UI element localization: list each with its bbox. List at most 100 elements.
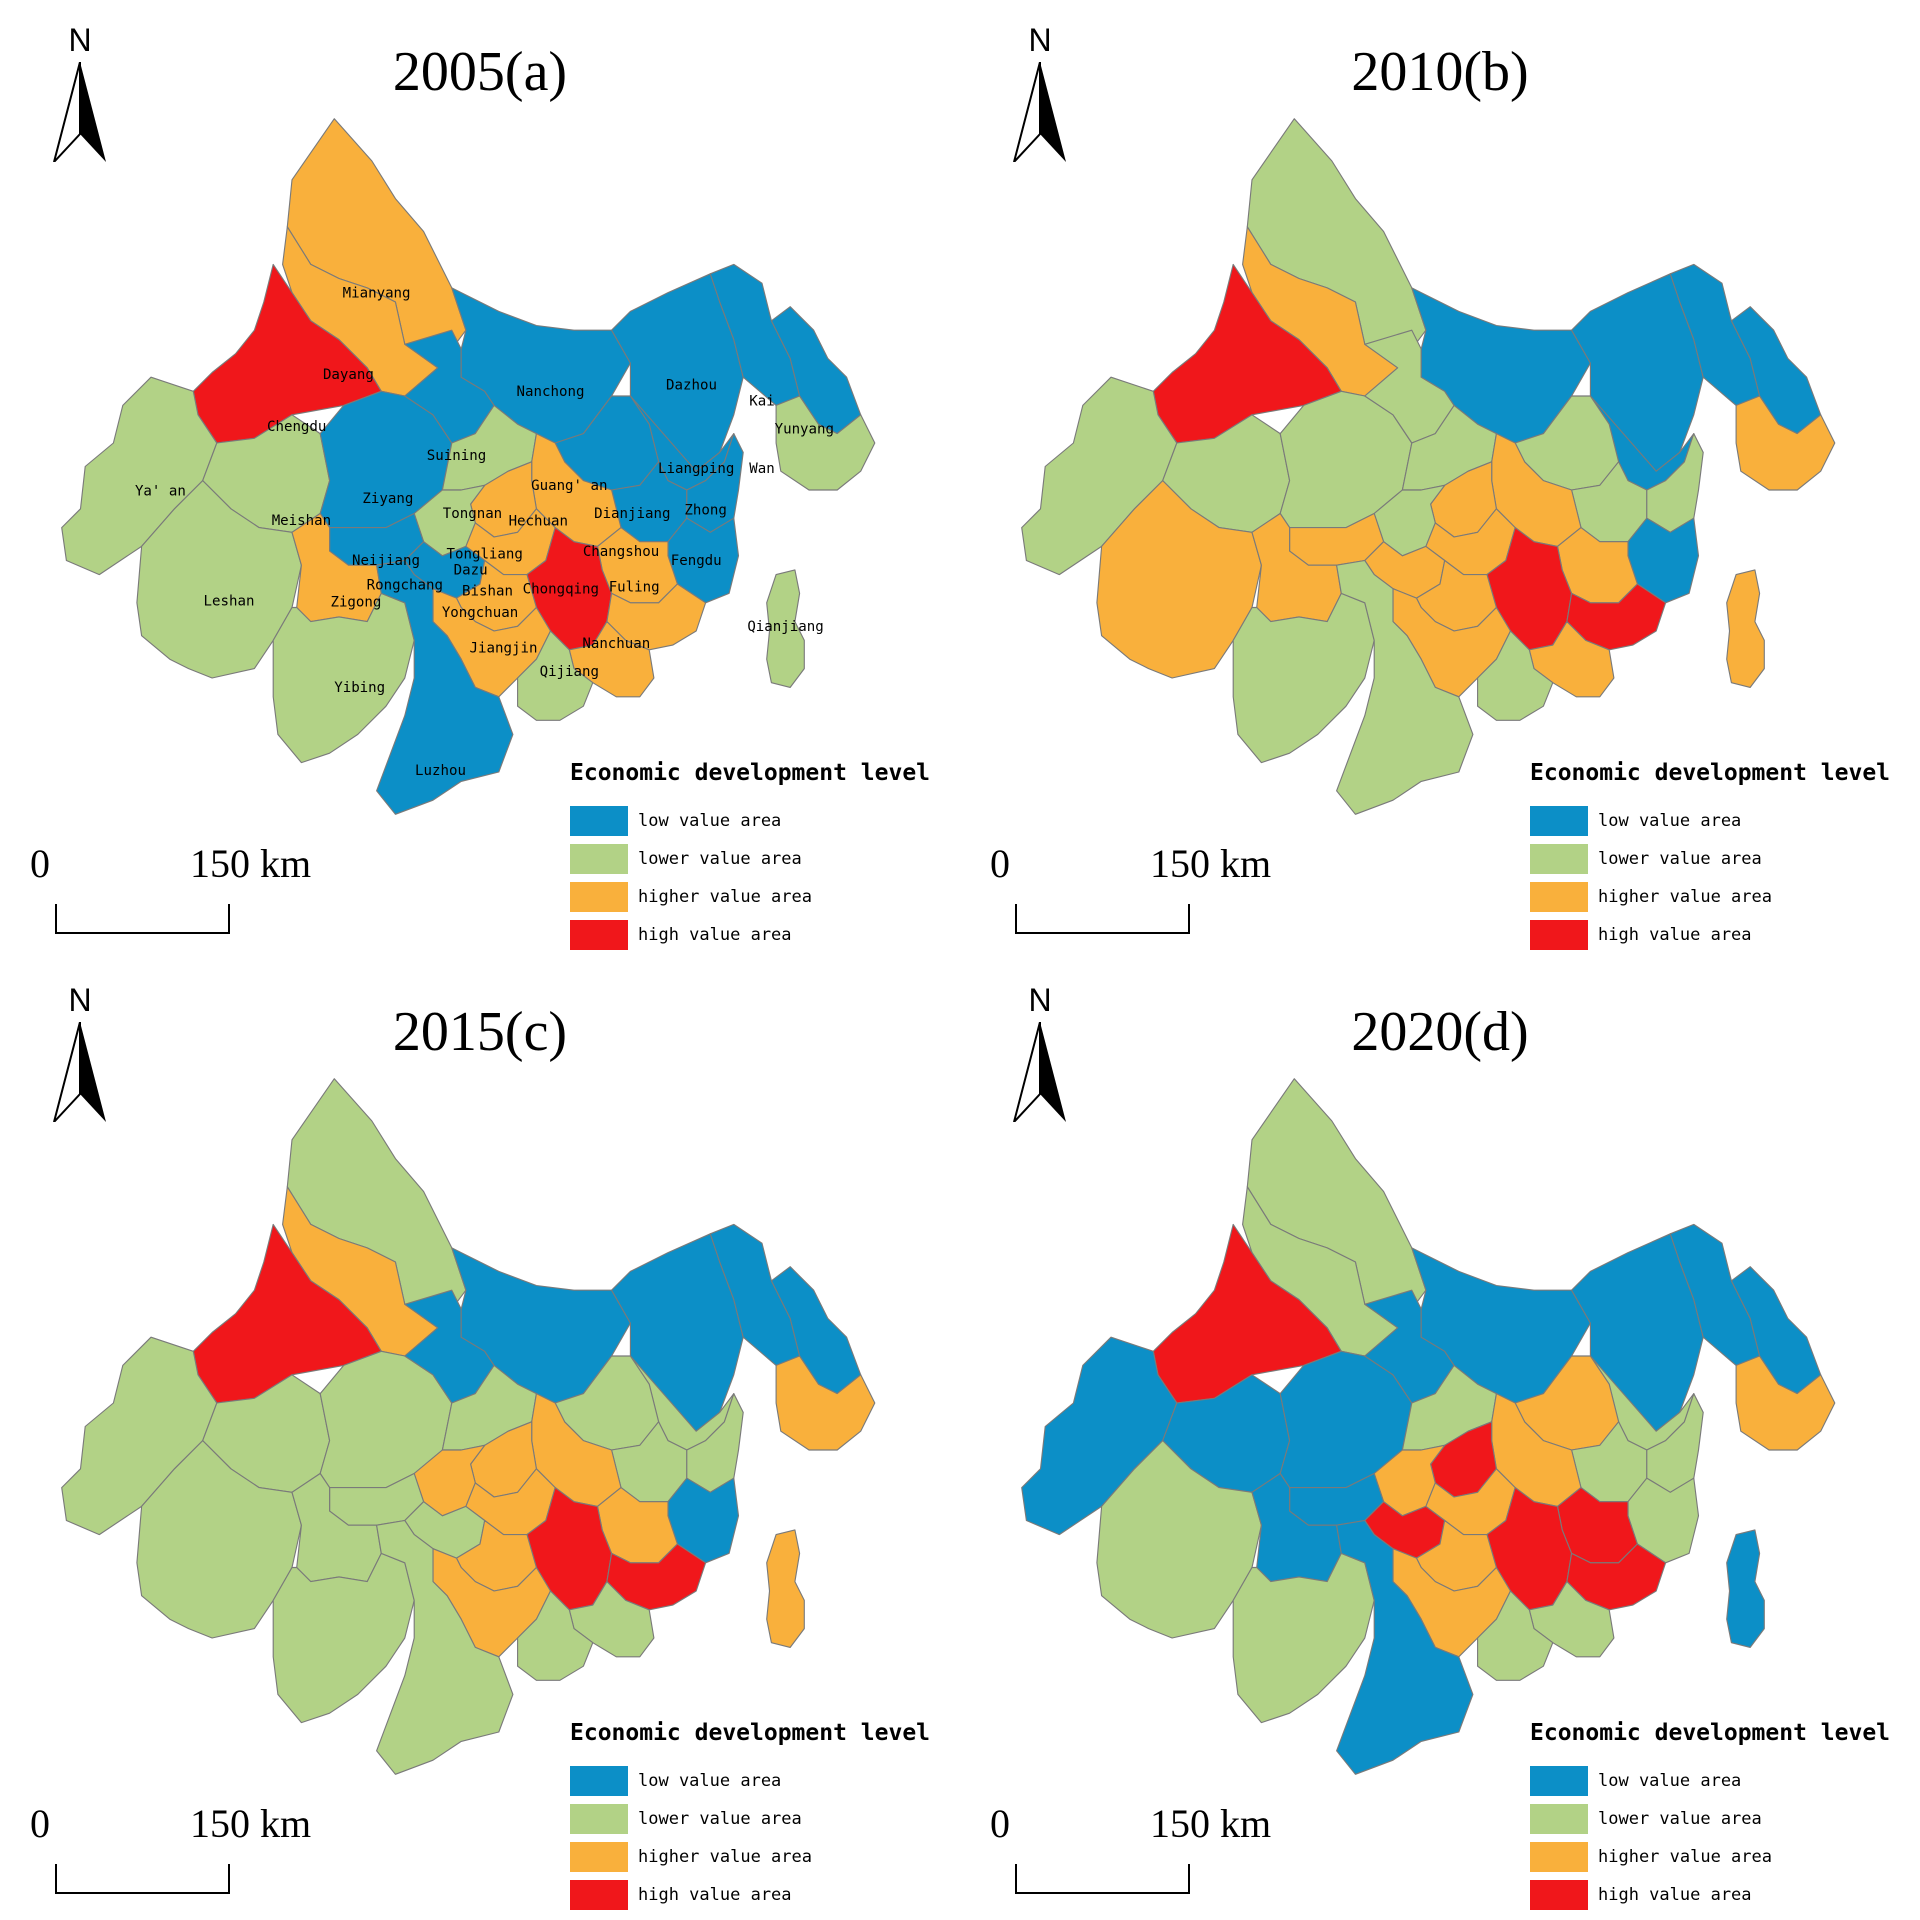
city-label: Kai [749, 393, 774, 409]
districts-group [1021, 1078, 1836, 1775]
city-label: Dazhou [666, 377, 717, 393]
legend-item-higher: higher value area [1530, 1838, 1920, 1876]
districts-group [1021, 118, 1836, 815]
legend-title: Economic development level [1530, 1720, 1891, 1746]
city-label: Zhong [684, 502, 726, 518]
legend-label: low value area [638, 1771, 782, 1791]
district-yaan [1021, 376, 1178, 576]
legend-swatch [570, 1766, 628, 1796]
legend-item-high: high value area [1530, 1876, 1920, 1914]
legend-label: higher value area [1598, 1847, 1772, 1867]
choropleth-map [1021, 118, 1836, 815]
choropleth-map [61, 1078, 876, 1775]
legend-title: Economic development level [570, 1720, 931, 1746]
district-yaan [61, 1336, 218, 1536]
districts-group [61, 1078, 876, 1775]
north-arrow: N [40, 22, 120, 162]
choropleth-map [1021, 1078, 1836, 1775]
scale-line [1015, 904, 1190, 934]
district-luzhou [1336, 1519, 1474, 1775]
legend-swatch [1530, 882, 1588, 912]
scale-line [55, 1864, 230, 1894]
map-panel-2010: 2010(b) N 0 150 km Economic development … [960, 0, 1920, 960]
district-wan [775, 395, 876, 491]
city-label: Mianyang [343, 285, 411, 301]
legend-label: lower value area [638, 1809, 802, 1829]
city-label: Suining [427, 448, 486, 464]
legend-label: higher value area [638, 1847, 812, 1867]
district-wan [1735, 1355, 1836, 1451]
city-label: Qianjiang [747, 619, 823, 635]
legend-swatch [1530, 1880, 1588, 1910]
district-luzhou [1336, 559, 1474, 815]
legend: Economic development level low value are… [570, 760, 960, 954]
legend-label: higher value area [638, 887, 812, 907]
scale-bar: 0 150 km [990, 840, 1320, 950]
city-label: Qijiang [540, 664, 599, 680]
district-yibing [272, 1552, 415, 1724]
city-label: Chengdu [267, 419, 326, 435]
city-label: Chongqing [523, 581, 599, 597]
legend-swatch [1530, 1842, 1588, 1872]
legend-item-lower: lower value area [1530, 840, 1920, 878]
city-label: Hechuan [509, 514, 568, 530]
legend-item-lower: lower value area [1530, 1800, 1920, 1838]
legend-item-low: low value area [570, 1762, 960, 1800]
city-label: Guang' an [531, 478, 607, 494]
district-yibing [1232, 1552, 1375, 1724]
scale-distance: 150 km [1150, 1801, 1272, 1846]
city-label: Nanchong [517, 384, 585, 400]
city-label: Tongliang [447, 547, 523, 563]
legend: Economic development level low value are… [1530, 760, 1920, 954]
map-title: 2005(a) [392, 41, 568, 103]
legend-item-low: low value area [1530, 802, 1920, 840]
legend-swatch [570, 1880, 628, 1910]
map-title: 2015(c) [392, 1001, 568, 1063]
district-qianjiang [1726, 1529, 1765, 1648]
legend-label: high value area [638, 925, 792, 945]
legend-swatch [570, 1842, 628, 1872]
district-qijiang [1477, 630, 1554, 721]
legend-item-lower: lower value area [570, 1800, 960, 1838]
city-label: Liangping [658, 461, 734, 477]
city-label: Dazu [454, 563, 488, 579]
scale-line [1015, 1864, 1190, 1894]
district-yaan [1021, 1336, 1178, 1536]
city-label: Fuling [609, 580, 660, 596]
north-label: N [68, 22, 92, 58]
legend-item-higher: higher value area [1530, 878, 1920, 916]
legend-item-low: low value area [570, 802, 960, 840]
scale-line [55, 904, 230, 934]
choropleth-map: Mianyang Dayang Chengdu Nanchong Dazhou KaiYu… [61, 118, 876, 815]
scale-bar: 0 150 km [30, 1800, 360, 1910]
legend-label: high value area [638, 1885, 792, 1905]
map-panel-2005: Mianyang Dayang Chengdu Nanchong Dazhou Kai Yu… [0, 0, 960, 960]
map-panel-2015: 2015(c) N 0 150 km Economic development … [0, 960, 960, 1920]
north-arrow-icon [53, 62, 106, 162]
district-yaan [61, 376, 218, 576]
legend-item-high: high value area [570, 1876, 960, 1914]
district-leshan [136, 1440, 302, 1639]
legend-swatch [1530, 844, 1588, 874]
legend-label: low value area [638, 811, 782, 831]
district-qijiang [517, 630, 594, 721]
legend-label: lower value area [1598, 849, 1762, 869]
scale-zero: 0 [990, 841, 1010, 886]
city-label: Fengdu [671, 553, 722, 569]
city-label: Yongchuan [442, 605, 518, 621]
districts-group: Mianyang Dayang Chengdu Nanchong Dazhou KaiYu… [61, 118, 876, 815]
legend-item-high: high value area [570, 916, 960, 954]
city-label: Meishan [272, 513, 331, 529]
district-luzhou [376, 1519, 514, 1775]
legend: Economic development level low value are… [570, 1720, 960, 1914]
legend-item-lower: lower value area [570, 840, 960, 878]
district-qijiang [517, 1590, 594, 1681]
city-label: Luzhou [415, 763, 466, 779]
legend-label: lower value area [1598, 1809, 1762, 1829]
scale-distance: 150 km [190, 1801, 312, 1846]
district-wan [775, 1355, 876, 1451]
legend-label: lower value area [638, 849, 802, 869]
legend-swatch [570, 882, 628, 912]
legend-item-low: low value area [1530, 1762, 1920, 1800]
legend-swatch [1530, 1804, 1588, 1834]
